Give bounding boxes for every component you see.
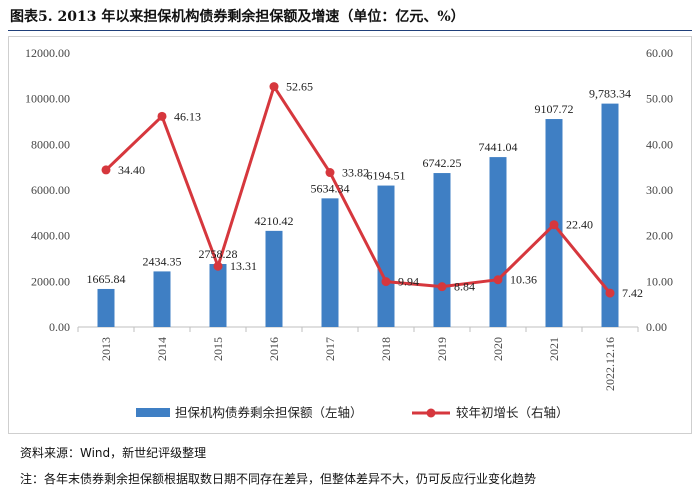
y-right-tick-label: 10.00 xyxy=(646,274,673,288)
growth-point xyxy=(101,165,111,175)
bar-value-label: 9107.72 xyxy=(535,102,574,116)
bar-value-label: 6194.51 xyxy=(367,169,406,183)
growth-point xyxy=(549,220,559,230)
y-right-tick-label: 30.00 xyxy=(646,183,673,197)
chart-title: 图表5. 2013 年以来担保机构债券剩余担保额及增速（单位：亿元、%） xyxy=(10,9,465,25)
growth-value-label: 46.13 xyxy=(174,109,201,123)
legend-label-line: 较年初增长（右轴） xyxy=(456,405,569,420)
growth-point xyxy=(605,288,615,298)
labels-layer: 1665.84 2434.35 2758.28 4210.42 5634.34 6194.… xyxy=(87,80,644,301)
growth-value-label: 33.82 xyxy=(342,166,369,180)
growth-point xyxy=(157,111,167,121)
y-left-tick-label: 10000.00 xyxy=(25,92,70,106)
growth-value-label: 9.94 xyxy=(398,275,419,289)
y-right-tick-label: 0.00 xyxy=(646,320,667,334)
combo-chart: 0.00 2000.00 4000.00 6000.00 8000.00 10000.00… xyxy=(25,46,673,420)
x-tick-label: 2018 xyxy=(379,337,393,361)
bar-value-label: 6742.25 xyxy=(423,156,462,170)
y-left-tick-label: 6000.00 xyxy=(31,183,70,197)
growth-point xyxy=(213,261,223,271)
x-tick-label: 2015 xyxy=(211,337,225,361)
growth-line xyxy=(104,85,612,295)
bars-layer xyxy=(97,103,619,327)
bar-value-label: 2434.35 xyxy=(143,254,182,268)
growth-value-label: 7.42 xyxy=(622,286,643,300)
bar-value-label: 7441.04 xyxy=(479,140,518,154)
growth-point xyxy=(325,168,335,178)
growth-value-label: 13.31 xyxy=(230,259,257,273)
growth-value-label: 52.65 xyxy=(286,80,313,94)
growth-point xyxy=(269,82,279,92)
x-tick-label: 2016 xyxy=(267,337,281,361)
bar xyxy=(97,288,115,327)
chart-frame: 0.00 2000.00 4000.00 6000.00 8000.00 10000.00… xyxy=(8,36,692,434)
legend-swatch-marker xyxy=(426,408,436,418)
growth-point xyxy=(381,277,391,287)
bar xyxy=(433,173,451,327)
growth-value-label: 8.84 xyxy=(454,280,475,294)
bar-value-label: 1665.84 xyxy=(87,272,126,286)
title-rule xyxy=(8,30,692,31)
legend-label-bars: 担保机构债券剩余担保额（左轴） xyxy=(175,405,363,420)
bar-value-label: 9,783.34 xyxy=(589,87,631,101)
bar xyxy=(377,185,395,327)
bar xyxy=(153,271,171,327)
legend-layer: 担保机构债券剩余担保额（左轴） 较年初增长（右轴） xyxy=(136,405,569,420)
bar-value-label: 2758.28 xyxy=(199,247,238,261)
bar-value-label: 5634.34 xyxy=(311,181,350,195)
x-tick-label: 2021 xyxy=(547,337,561,361)
y-right-tick-label: 50.00 xyxy=(646,92,673,106)
line-layer xyxy=(101,82,615,298)
bar xyxy=(265,230,283,327)
legend-swatch-bars xyxy=(136,408,170,417)
axes-layer: 0.00 2000.00 4000.00 6000.00 8000.00 10000.00… xyxy=(25,46,673,391)
bar-value-label: 4210.42 xyxy=(255,214,294,228)
y-right-tick-label: 20.00 xyxy=(646,229,673,243)
x-tick-label: 2017 xyxy=(323,337,337,361)
source-note: 资料来源：Wind，新世纪评级整理 xyxy=(20,446,207,460)
growth-point xyxy=(437,282,447,292)
x-tick-label: 2013 xyxy=(99,337,113,361)
bar xyxy=(209,264,227,327)
bar xyxy=(321,198,339,327)
growth-value-label: 22.40 xyxy=(566,218,593,232)
x-tick-label: 2014 xyxy=(155,337,169,361)
y-left-tick-label: 2000.00 xyxy=(31,274,70,288)
x-tick-label: 2020 xyxy=(491,337,505,361)
footnote: 注：各年末债券剩余担保额根据取数日期不同存在差异，但整体差异不大，仍可反应行业变… xyxy=(20,472,537,486)
y-left-tick-label: 0.00 xyxy=(49,320,70,334)
y-left-tick-label: 8000.00 xyxy=(31,137,70,151)
x-tick-label: 2019 xyxy=(435,337,449,361)
bar xyxy=(601,103,619,327)
growth-value-label: 34.40 xyxy=(118,163,145,177)
y-right-tick-label: 60.00 xyxy=(646,46,673,60)
y-right-tick-label: 40.00 xyxy=(646,137,673,151)
x-tick-label: 2022.12.16 xyxy=(603,337,617,391)
growth-point xyxy=(493,275,503,285)
growth-value-label: 10.36 xyxy=(510,273,537,287)
y-left-tick-label: 4000.00 xyxy=(31,229,70,243)
bar xyxy=(489,157,507,327)
y-left-tick-label: 12000.00 xyxy=(25,46,70,60)
